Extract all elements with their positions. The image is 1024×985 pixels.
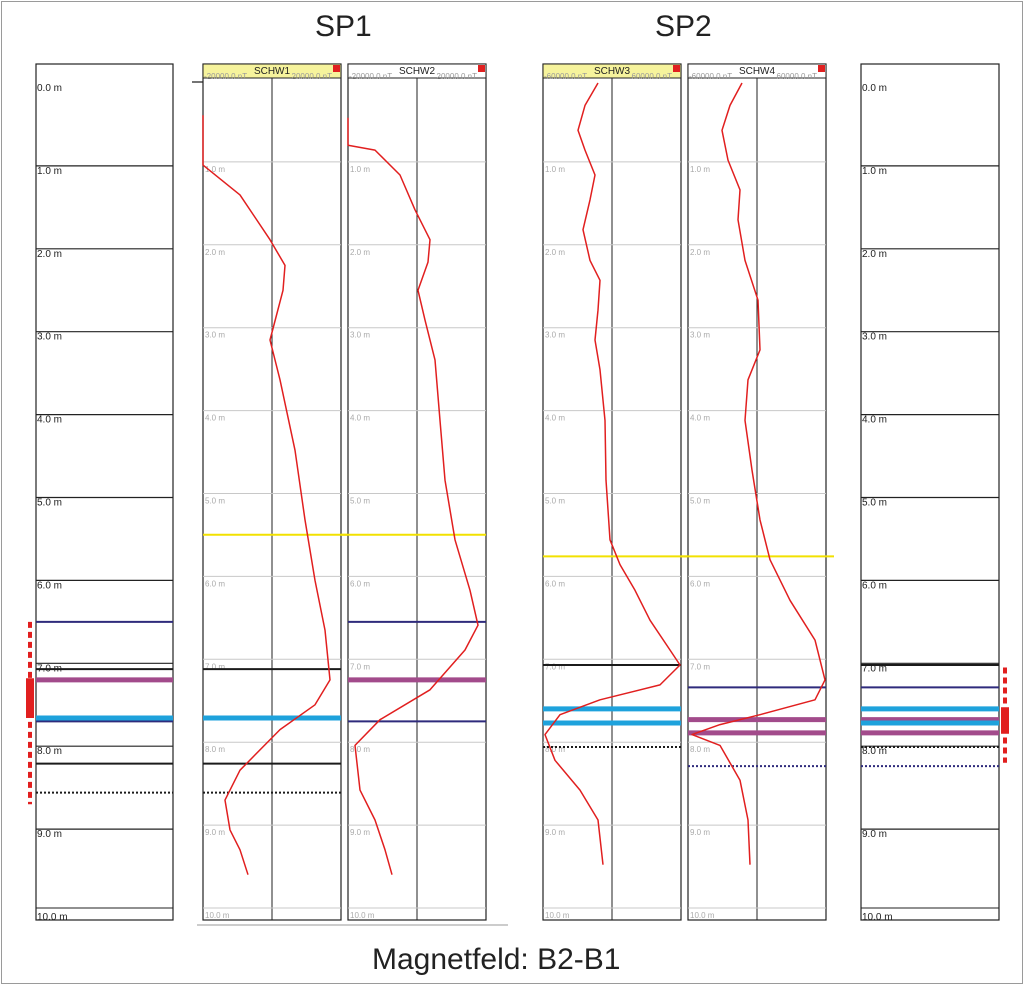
track-depth-label: 10.0 m — [205, 911, 230, 920]
track-depth-label: 8.0 m — [205, 745, 225, 754]
depth-label: 6.0 m — [862, 580, 887, 591]
depth-label: 7.0 m — [862, 663, 887, 674]
track-depth-label: 4.0 m — [545, 414, 565, 423]
track-depth-label: 10.0 m — [545, 911, 570, 920]
track-depth-label: 2.0 m — [350, 248, 370, 257]
depth-label: 9.0 m — [862, 829, 887, 840]
depth-label: 6.0 m — [37, 580, 62, 591]
track-depth-label: 9.0 m — [350, 828, 370, 837]
depth-label: 2.0 m — [862, 249, 887, 260]
track-depth-label: 5.0 m — [205, 497, 225, 506]
track-max-label: 20000.0 nT — [292, 72, 333, 81]
depth-label: 3.0 m — [37, 332, 62, 343]
data-curve-schw3 — [544, 82, 681, 865]
depth-label: 1.0 m — [862, 166, 887, 177]
track-min-label: -60000.0 nT — [544, 72, 587, 81]
track-depth-label: 3.0 m — [205, 331, 225, 340]
track-min-label: -20000.0 nT — [349, 72, 392, 81]
track-depth-label: 1.0 m — [205, 165, 225, 174]
track-depth-label: 5.0 m — [545, 497, 565, 506]
track-depth-label: 5.0 m — [690, 497, 710, 506]
title-sp2: SP2 — [655, 10, 712, 43]
track-depth-label: 1.0 m — [690, 165, 710, 174]
track-depth-label: 1.0 m — [350, 165, 370, 174]
depth-column-left — [35, 63, 174, 921]
track-depth-label: 1.0 m — [545, 165, 565, 174]
track-depth-label: 7.0 m — [350, 662, 370, 671]
track-depth-label: 10.0 m — [690, 911, 715, 920]
data-curve-schw1 — [202, 115, 331, 875]
track-depth-label: 2.0 m — [690, 248, 710, 257]
depth-label: 5.0 m — [37, 498, 62, 509]
track-title: SCHW3 — [594, 66, 631, 77]
track-max-label: 60000.0 nT — [777, 72, 818, 81]
depth-label: 3.0 m — [862, 332, 887, 343]
depth-label: 10.0 m — [37, 912, 68, 923]
close-icon[interactable] — [333, 65, 340, 72]
figure-caption: Magnetfeld: B2-B1 — [372, 943, 621, 976]
close-icon[interactable] — [478, 65, 485, 72]
track-depth-label: 7.0 m — [205, 662, 225, 671]
depth-label: 10.0 m — [862, 912, 893, 923]
track-depth-label: 2.0 m — [545, 248, 565, 257]
track-depth-label: 7.0 m — [545, 662, 565, 671]
track-depth-label: 9.0 m — [205, 828, 225, 837]
track-depth-label: 8.0 m — [545, 745, 565, 754]
track-depth-label: 3.0 m — [690, 331, 710, 340]
close-icon[interactable] — [673, 65, 680, 72]
track-depth-label: 6.0 m — [545, 579, 565, 588]
track-depth-label: 6.0 m — [690, 579, 710, 588]
track-depth-label: 9.0 m — [690, 828, 710, 837]
depth-label: 4.0 m — [862, 415, 887, 426]
track-depth-label: 4.0 m — [690, 414, 710, 423]
track-max-label: 20000.0 nT — [437, 72, 478, 81]
depth-label: 8.0 m — [862, 746, 887, 757]
track-depth-label: 3.0 m — [545, 331, 565, 340]
track-depth-label: 5.0 m — [350, 497, 370, 506]
depth-label: 8.0 m — [37, 746, 62, 757]
track-depth-label: 4.0 m — [350, 414, 370, 423]
track-depth-label: 7.0 m — [690, 662, 710, 671]
track-title: SCHW1 — [254, 66, 291, 77]
track-depth-label: 2.0 m — [205, 248, 225, 257]
track-depth-label: 3.0 m — [350, 331, 370, 340]
depth-label: 2.0 m — [37, 249, 62, 260]
depth-label: 0.0 m — [862, 83, 887, 94]
track-title: SCHW4 — [739, 66, 776, 77]
data-curve-schw4 — [691, 82, 826, 865]
depth-label: 9.0 m — [37, 829, 62, 840]
track-min-label: -60000.0 nT — [689, 72, 732, 81]
track-max-label: 60000.0 nT — [632, 72, 673, 81]
close-icon[interactable] — [818, 65, 825, 72]
title-sp1: SP1 — [315, 10, 372, 43]
track-depth-label: 9.0 m — [545, 828, 565, 837]
track-depth-label: 8.0 m — [690, 745, 710, 754]
depth-label: 4.0 m — [37, 415, 62, 426]
track-min-label: -20000.0 nT — [204, 72, 247, 81]
data-curve-schw2 — [347, 117, 479, 875]
depth-label: 1.0 m — [37, 166, 62, 177]
track-depth-label: 6.0 m — [350, 579, 370, 588]
depth-column-right — [860, 63, 1000, 921]
depth-label: 5.0 m — [862, 498, 887, 509]
track-depth-label: 8.0 m — [350, 745, 370, 754]
track-depth-label: 4.0 m — [205, 414, 225, 423]
track-depth-label: 6.0 m — [205, 579, 225, 588]
track-depth-label: 10.0 m — [350, 911, 375, 920]
depth-label: 0.0 m — [37, 83, 62, 94]
track-title: SCHW2 — [399, 66, 436, 77]
